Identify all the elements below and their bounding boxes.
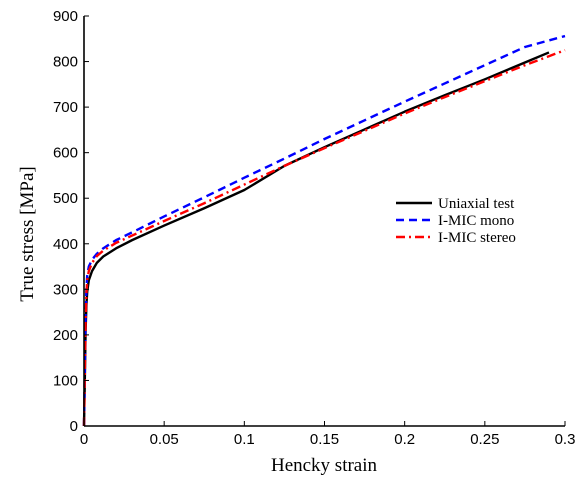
legend-label-1: Uniaxial test <box>438 196 515 212</box>
x-tick-label: 0.3 <box>555 431 576 448</box>
y-tick-label: 400 <box>53 236 78 253</box>
x-tick-label: 0.25 <box>470 431 499 448</box>
y-tick-label: 600 <box>53 145 78 162</box>
y-tick-label: 0 <box>70 418 78 435</box>
y-tick-label: 500 <box>53 190 78 207</box>
y-axis-title: True stress [MPa] <box>17 166 38 301</box>
series-line-2 <box>82 34 566 427</box>
y-tick-label: 300 <box>53 281 78 298</box>
legend-box <box>392 190 560 248</box>
y-tick-label: 200 <box>53 327 78 344</box>
x-tick-label: 0.2 <box>394 431 415 448</box>
x-tick-label: 0 <box>80 431 88 448</box>
x-tick-label: 0.1 <box>234 431 255 448</box>
y-tick-label: 800 <box>53 54 78 71</box>
x-axis-title: Hencky strain <box>271 455 378 476</box>
legend-label-2: I-MIC mono <box>438 213 514 229</box>
ticks-layer: 0 0.05 0.1 0.15 0.2 0.25 0.3 0 100 200 300 400 500 60… <box>53 8 575 448</box>
y-tick-label: 900 <box>53 8 78 25</box>
y-tick-label: 700 <box>53 99 78 116</box>
x-tick-label: 0.05 <box>150 431 179 448</box>
y-tick-label: 100 <box>53 372 78 389</box>
legend-label-3: I-MIC stereo <box>438 230 516 246</box>
series-line-3 <box>82 49 566 427</box>
series-layer <box>82 34 566 427</box>
x-tick-label: 0.15 <box>310 431 339 448</box>
